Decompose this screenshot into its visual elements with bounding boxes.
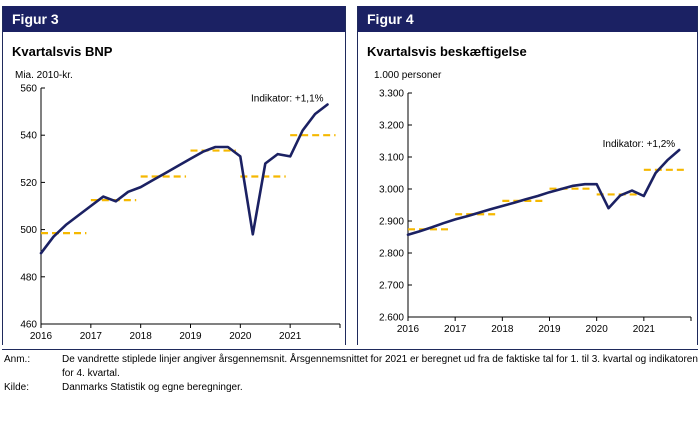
x-tick-label: 2017	[80, 331, 103, 342]
source-text: Danmarks Statistik og egne beregninger.	[62, 382, 243, 393]
y-tick-label: 3.200	[379, 121, 404, 132]
y-tick-label: 3.300	[379, 89, 404, 100]
x-tick-label: 2017	[444, 324, 467, 335]
y-tick-label: 560	[20, 84, 37, 95]
y-tick-label: 460	[20, 320, 37, 331]
note-row: Anm.: De vandrette stiplede linjer angiv…	[2, 353, 698, 381]
y-tick-label: 480	[20, 272, 37, 283]
y-tick-label: 500	[20, 225, 37, 236]
source-row: Kilde: Danmarks Statistik og egne beregn…	[2, 381, 698, 395]
source-key: Kilde:	[4, 382, 30, 393]
x-tick-label: 2016	[30, 331, 53, 342]
series-line	[406, 148, 681, 237]
x-tick-label: 2021	[279, 331, 302, 342]
figure-label: Figur 3	[3, 6, 345, 32]
y-tick-label: 2.900	[379, 217, 404, 228]
chart-title: Kvartalsvis BNP	[12, 44, 113, 59]
y-tick-label: 3.100	[379, 153, 404, 164]
note-text: De vandrette stiplede linjer angiver års…	[62, 354, 698, 379]
footnotes: Anm.: De vandrette stiplede linjer angiv…	[2, 349, 698, 395]
x-tick-label: 2018	[130, 331, 153, 342]
x-tick-label: 2021	[633, 324, 656, 335]
y-tick-label: 2.800	[379, 249, 404, 260]
chart-title: Kvartalsvis beskæftigelse	[367, 44, 527, 59]
figure-panel-employment: Figur 4 Kvartalsvis beskæftigelse 1.000 …	[357, 6, 698, 345]
y-tick-label: 540	[20, 131, 37, 142]
indicator-annotation: Indikator: +1,2%	[603, 139, 676, 150]
figure-label: Figur 4	[358, 6, 697, 32]
y-tick-label: 2.600	[379, 313, 404, 324]
x-tick-label: 2019	[179, 331, 202, 342]
y-axis-unit: 1.000 personer	[374, 70, 442, 81]
y-tick-label: 2.700	[379, 281, 404, 292]
y-tick-label: 520	[20, 178, 37, 189]
employment-chart: 2.600 2.700 2.800 2.900 3.000 3.100 3.200 3.300…	[379, 89, 692, 335]
x-tick-label: 2020	[586, 324, 609, 335]
x-tick-label: 2019	[538, 324, 561, 335]
note-key: Anm.:	[4, 354, 31, 365]
series-line	[39, 103, 329, 255]
x-tick-label: 2016	[397, 324, 420, 335]
indicator-annotation: Indikator: +1,1%	[251, 94, 324, 105]
x-tick-label: 2018	[491, 324, 514, 335]
y-axis-unit: Mia. 2010-kr.	[15, 70, 73, 81]
y-tick-label: 3.000	[379, 185, 404, 196]
gdp-chart: 460 480 500 520 540 560 2016 2017 2018 2019 2020 20…	[20, 84, 341, 342]
figure-panel-gdp: Figur 3 Kvartalsvis BNP Mia. 2010-kr. 46…	[2, 6, 346, 345]
x-tick-label: 2020	[229, 331, 252, 342]
